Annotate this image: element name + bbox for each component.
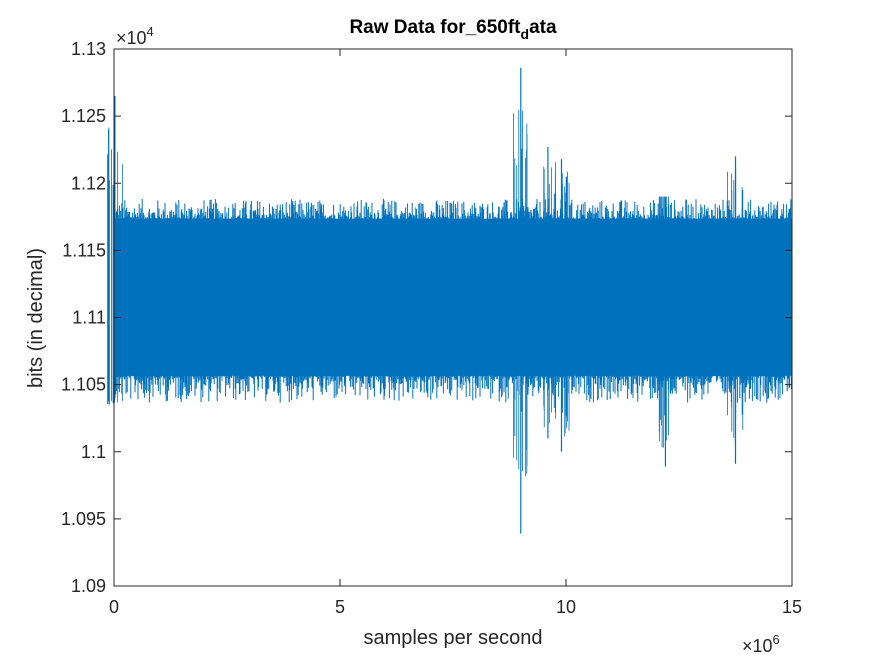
- y-tick-label: 1.105: [61, 375, 106, 395]
- y-multiplier: ×10: [116, 28, 147, 48]
- y-axis-exponent: ×104: [116, 24, 154, 48]
- x-multiplier: ×10: [742, 636, 773, 656]
- y-tick-label: 1.1: [81, 442, 106, 462]
- y-axis-label: bits (in decimal): [25, 248, 47, 388]
- series-dense-band: [114, 220, 792, 374]
- x-exponent: 6: [773, 632, 780, 647]
- x-tick-label: 15: [782, 597, 802, 617]
- y-exponent: 4: [147, 24, 154, 39]
- chart-title-tail: ata: [529, 17, 557, 38]
- x-tick-label: 0: [109, 597, 119, 617]
- x-tick-label: 10: [556, 597, 576, 617]
- chart-title-main: Raw Data for_650ft: [349, 17, 521, 38]
- y-tick-label: 1.095: [61, 509, 106, 529]
- y-tick-label: 1.13: [71, 39, 106, 59]
- data-series-layer: [107, 67, 792, 534]
- tick-layer: 0 5 10 15 1.09 1.095 1.1 1.105 1.11 1.115 1.12 1.12…: [61, 39, 802, 617]
- y-tick-label: 1.09: [71, 576, 106, 596]
- chart-title: Raw Data for_650ftdata: [349, 17, 557, 42]
- y-tick-label: 1.115: [62, 240, 106, 260]
- x-axis-exponent: ×106: [742, 632, 780, 656]
- y-tick-label: 1.125: [61, 106, 106, 126]
- y-tick-label: 1.11: [72, 308, 106, 328]
- x-axis-label: samples per second: [364, 627, 543, 649]
- y-tick-label: 1.12: [71, 173, 106, 193]
- chart-title-subscript: d: [521, 26, 530, 42]
- x-tick-label: 5: [335, 597, 345, 617]
